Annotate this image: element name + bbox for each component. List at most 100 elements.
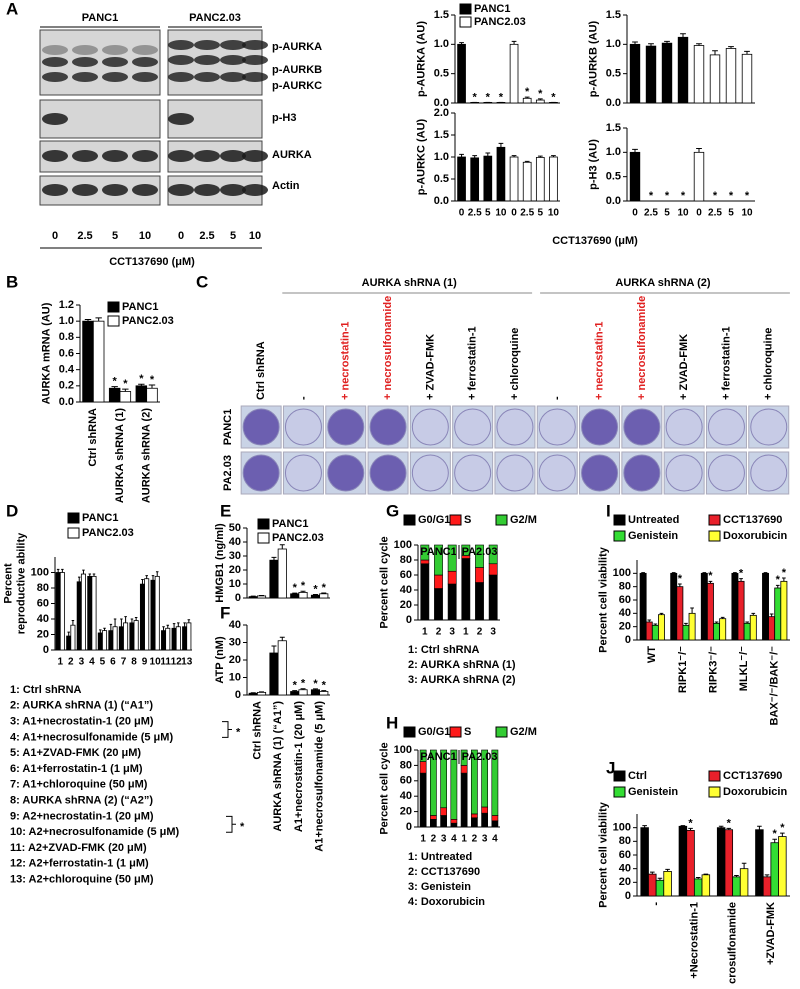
- y-axis-label: p-AURKB (AU): [587, 20, 599, 97]
- well: [539, 455, 575, 491]
- x-tick-label: 5: [664, 208, 670, 219]
- well: [285, 455, 321, 491]
- x-tick-label: 2.5: [520, 208, 534, 219]
- significance: *: [486, 91, 491, 103]
- y-axis-label: Percent cell cycle: [378, 742, 390, 834]
- y-axis-label: p-AURKC (AU): [415, 118, 427, 195]
- bracket: [226, 816, 236, 832]
- y-tick-label: 80: [400, 554, 412, 566]
- note: 2: AURKA shRNA (1) (“A1”): [10, 700, 153, 712]
- lane-label: 2.5: [77, 230, 92, 242]
- x-tick-label: 10: [495, 208, 507, 219]
- bar: [550, 157, 558, 201]
- x-tick-label: 4: [89, 657, 95, 668]
- x-tick-label: AURKA shRNA (1): [114, 408, 126, 503]
- panel-label: I: [606, 501, 611, 520]
- legend-label: PANC1: [272, 518, 308, 530]
- legend-label: G2/M: [510, 726, 537, 738]
- y-tick-label: 0.5: [434, 173, 449, 185]
- well: [412, 409, 448, 445]
- x-tick-label: +Necrosulfonamide: [727, 902, 739, 984]
- y-axis-label: AURKA mRNA (AU): [40, 302, 52, 404]
- bar: [648, 874, 656, 896]
- lane-label: 0: [52, 230, 58, 242]
- bar: [147, 388, 158, 402]
- significance: *: [739, 568, 744, 580]
- bar: [762, 573, 768, 640]
- well: [328, 409, 364, 445]
- column-label: + necrosulfonamide: [636, 296, 648, 400]
- blot-band: [42, 57, 68, 67]
- y-tick-label: 10: [229, 578, 241, 590]
- legend-label: Ctrl: [628, 770, 647, 782]
- significance: *: [780, 822, 785, 834]
- bar: [458, 44, 466, 103]
- y-tick-label: 60: [400, 569, 412, 581]
- legend-swatch: [460, 17, 471, 27]
- well: [243, 409, 279, 445]
- legend-swatch: [450, 727, 461, 737]
- y-axis-label: Percent cell viability: [597, 801, 609, 908]
- error-bar: [145, 576, 148, 579]
- x-tick-label: 5: [728, 208, 734, 219]
- error-bar: [271, 646, 276, 653]
- blot-band: [132, 150, 158, 162]
- x-tick-label: 2: [472, 834, 478, 845]
- y-tick-label: 0.5: [606, 68, 621, 80]
- bar: [484, 156, 492, 201]
- lane-label: 10: [139, 230, 151, 242]
- y-tick-label: 1.5: [606, 122, 621, 134]
- x-tick-label: RIPK1⁻/⁻: [677, 646, 689, 693]
- y-tick-label: 20: [619, 621, 631, 633]
- well: [539, 409, 575, 445]
- bar: [725, 830, 733, 896]
- bar: [92, 576, 96, 650]
- bar: [109, 631, 113, 650]
- column-label: + ZVAD-FMK: [424, 334, 436, 400]
- bar: [738, 581, 744, 640]
- y-axis-label: Percent cell cycle: [378, 536, 390, 628]
- x-tick-label: 5: [538, 208, 544, 219]
- bar: [60, 573, 64, 651]
- error-bar: [124, 617, 127, 623]
- legend-label: CCT137690: [723, 770, 782, 782]
- x-tick-label: 0: [459, 208, 465, 219]
- x-tick-label: MLKL⁻/⁻: [738, 646, 750, 691]
- y-tick-label: 1.0: [606, 38, 621, 50]
- error-bar: [177, 623, 180, 627]
- bar: [510, 44, 518, 103]
- x-tick-label: 2.5: [708, 208, 722, 219]
- y-axis-label: p-H3 (AU): [587, 139, 599, 190]
- bar: [257, 692, 265, 695]
- bar: [763, 877, 771, 896]
- bar: [536, 157, 544, 201]
- blot-band: [242, 184, 268, 196]
- blot-xlabel: CCT137690 (μM): [109, 256, 195, 268]
- error-bar: [744, 51, 750, 54]
- bar-segment: [420, 773, 426, 827]
- bar-segment: [475, 568, 483, 583]
- legend-label: PANC1: [122, 301, 158, 313]
- y-tick-label: 20: [400, 806, 412, 818]
- row-label: PANC1: [222, 409, 234, 445]
- y-axis-label: Percent cell viability: [597, 546, 609, 653]
- y-axis-label: HMGB1 (ng/ml): [214, 523, 226, 603]
- legend-swatch: [496, 515, 507, 525]
- x-tick-label: A1+necrostatin-1 (20 μM): [293, 701, 305, 832]
- error-bar: [114, 619, 117, 627]
- error-bar: [166, 625, 169, 628]
- panel-label: E: [220, 501, 231, 520]
- bar: [756, 830, 764, 896]
- well: [666, 455, 702, 491]
- error-bar: [183, 623, 186, 627]
- bar: [536, 100, 544, 103]
- error-bar: [280, 637, 285, 641]
- bar: [257, 596, 265, 598]
- bar-segment: [461, 765, 467, 773]
- bar: [88, 576, 92, 650]
- panel-label: C: [196, 272, 208, 291]
- bracket-label: *: [236, 726, 241, 738]
- y-tick-label: 0.0: [59, 396, 74, 408]
- bar-segment: [451, 819, 457, 823]
